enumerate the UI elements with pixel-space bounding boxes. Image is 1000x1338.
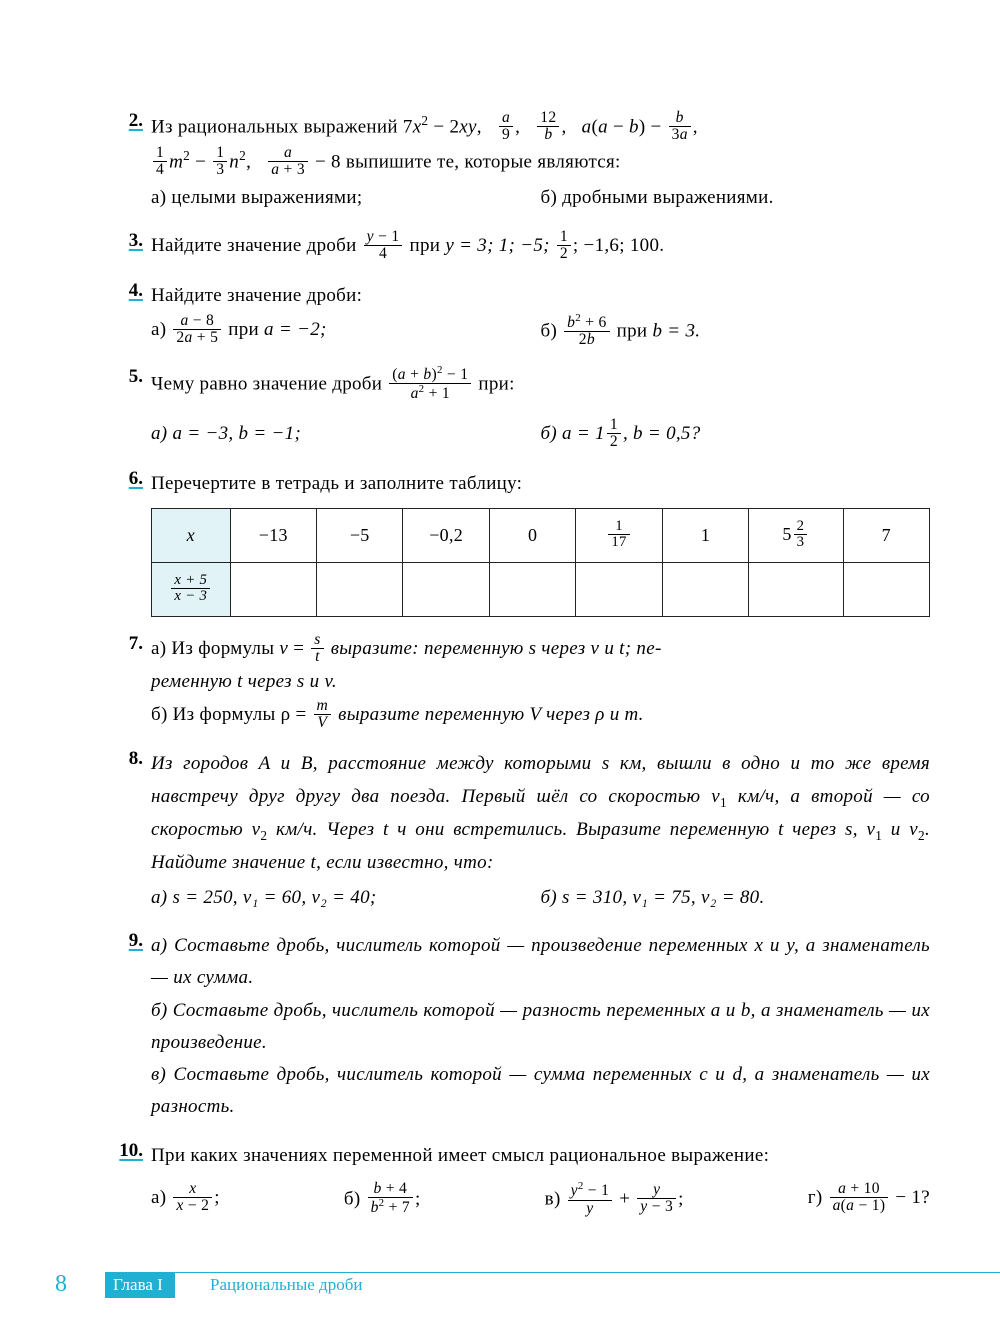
problem-number: 9. [105, 930, 151, 1124]
subpart-a: а) целыми выражениями; [151, 182, 541, 214]
problem-number: 4. [105, 280, 151, 350]
subpart-b: б) дробными выражениями. [541, 182, 931, 214]
page-footer: 8 Глава I Рациональные дроби [105, 1258, 930, 1298]
problem-body: Найдите значение дроби y − 14 при y = 3;… [151, 230, 930, 264]
problem-number: 5. [105, 366, 151, 452]
subpart-b: б) Составьте дробь, числитель которой — … [151, 995, 930, 1060]
textbook-page: 2. Из рациональных выражений 7x2 − 2xy, … [0, 0, 1000, 1338]
table-q6: x −13 −5 −0,2 0 117 1 523 7 x + 5x − 3 [151, 508, 930, 617]
chapter-title: Рациональные дроби [210, 1275, 362, 1295]
problem-9: 9. а) Составьте дробь, числитель которой… [105, 930, 930, 1124]
problem-number: 10. [105, 1140, 151, 1218]
problem-number: 6. [105, 468, 151, 617]
problem-8: 8. Из городов A и B, расстояние между ко… [105, 748, 930, 914]
problem-number: 3. [105, 230, 151, 264]
problem-body: а) Составьте дробь, числитель которой — … [151, 930, 930, 1124]
problem-body: При каких значениях переменной имеет смы… [151, 1140, 930, 1218]
problem-number: 8. [105, 748, 151, 914]
problem-3: 3. Найдите значение дроби y − 14 при y =… [105, 230, 930, 264]
problem-10: 10. При каких значениях переменной имеет… [105, 1140, 930, 1218]
problem-6: 6. Перечертите в тетрадь и заполните таб… [105, 468, 930, 617]
footer-rule [105, 1272, 1000, 1273]
subpart-a: а) a = −3, b = −1; [151, 418, 541, 452]
subpart-a: а) a − 82a + 5 при a = −2; [151, 314, 541, 350]
page-number: 8 [55, 1271, 67, 1298]
chapter-badge: Глава I [105, 1272, 175, 1298]
subpart-c: в) Составьте дробь, числитель которой — … [151, 1059, 930, 1124]
problem-body: Из рациональных выражений 7x2 − 2xy, a9,… [151, 110, 930, 214]
problem-number: 7. [105, 633, 151, 733]
table-row: x −13 −5 −0,2 0 117 1 523 7 [152, 508, 930, 562]
problem-2: 2. Из рациональных выражений 7x2 − 2xy, … [105, 110, 930, 214]
problem-7: 7. а) Из формулы v = st выразите: переме… [105, 633, 930, 733]
subpart-a: а) Составьте дробь, числитель которой — … [151, 930, 930, 995]
subpart-b: б) b2 + 62b при b = 3. [541, 314, 931, 350]
table-row: x + 5x − 3 [152, 562, 930, 616]
subpart-b: б) b + 4b2 + 7; [344, 1182, 421, 1218]
subpart-a: а) s = 250, v₁ = 60, v₂ = 40; [151, 882, 541, 914]
problem-body: Чему равно значение дроби (a + b)2 − 1a2… [151, 366, 930, 452]
subpart-c: в) y2 − 1y + yy − 3; [545, 1182, 684, 1218]
problem-body: а) Из формулы v = st выразите: переменну… [151, 633, 930, 733]
subpart-b: б) s = 310, v₁ = 75, v₂ = 80. [541, 882, 931, 914]
problem-body: Найдите значение дроби: а) a − 82a + 5 п… [151, 280, 930, 350]
problem-5: 5. Чему равно значение дроби (a + b)2 − … [105, 366, 930, 452]
subpart-d: г) a + 10a(a − 1) − 1? [808, 1182, 930, 1218]
problem-4: 4. Найдите значение дроби: а) a − 82a + … [105, 280, 930, 350]
subpart-a: а) xx − 2; [151, 1182, 220, 1218]
problem-number: 2. [105, 110, 151, 214]
problem-body: Из городов A и B, расстояние между котор… [151, 748, 930, 914]
subpart-b: б) a = 112, b = 0,5? [541, 418, 931, 452]
problem-body: Перечертите в тетрадь и заполните таблиц… [151, 468, 930, 617]
